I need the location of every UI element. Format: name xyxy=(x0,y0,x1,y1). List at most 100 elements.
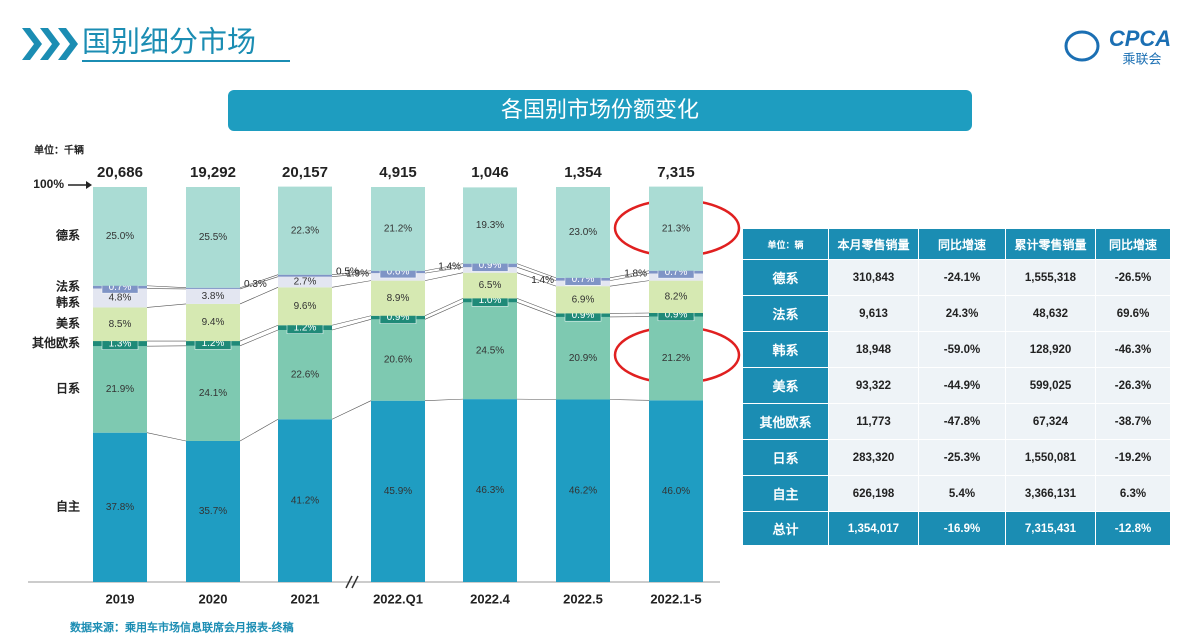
connector xyxy=(516,263,557,279)
value-label: 24.1% xyxy=(199,388,227,399)
series-label: 德系 xyxy=(56,228,80,243)
value-label: 23.0% xyxy=(569,227,597,238)
bar-segment xyxy=(278,276,332,288)
value-label: 25.0% xyxy=(106,231,134,242)
table-cell: 美系 xyxy=(743,368,828,403)
table-row: 日系 283,320 -25.3% 1,550,081 -19.2% xyxy=(743,440,1170,475)
table-cell: 9,613 xyxy=(829,296,918,331)
table-cell: 韩系 xyxy=(743,332,828,367)
value-label: 8.2% xyxy=(665,291,688,302)
logo-subtext: 乘联会 xyxy=(1122,51,1161,66)
total-label: 19,292 xyxy=(190,164,236,181)
bar-segment xyxy=(93,307,147,342)
value-label: 1.8% xyxy=(624,269,647,280)
value-label: 21.3% xyxy=(662,223,690,234)
table-cell: 德系 xyxy=(743,260,828,295)
table-cell: 同比增速 xyxy=(919,229,1005,259)
bar-segment xyxy=(371,280,425,316)
connector xyxy=(424,266,464,274)
bar-segment xyxy=(463,272,517,299)
table-cell: 5.4% xyxy=(919,476,1005,511)
value-label: 20.9% xyxy=(569,353,597,364)
total-label: 20,686 xyxy=(97,164,143,181)
table-cell: 7,315,431 xyxy=(1006,512,1095,545)
table-cell: 67,324 xyxy=(1006,404,1095,439)
table-cell: 93,322 xyxy=(829,368,918,403)
value-label: 22.3% xyxy=(291,225,319,236)
x-tick-label: 2021 xyxy=(291,591,320,606)
value-label: 25.5% xyxy=(199,232,227,243)
table-cell: 日系 xyxy=(743,440,828,475)
table-cell: 1,555,318 xyxy=(1006,260,1095,295)
value-label: 0.7% xyxy=(109,282,132,293)
banner-text: 各国别市场份额变化 xyxy=(501,97,699,122)
connector xyxy=(146,303,187,308)
bar-segment xyxy=(556,316,610,400)
value-label: 19.3% xyxy=(476,220,504,231)
value-label: 9.6% xyxy=(294,301,317,312)
value-label: 1.3% xyxy=(109,338,132,349)
bar-segment xyxy=(186,187,240,288)
bar-segment xyxy=(649,400,703,582)
bar-segment xyxy=(186,287,240,289)
table-cell: 310,843 xyxy=(829,260,918,295)
x-tick-label: 2022.Q1 xyxy=(373,591,423,606)
connector xyxy=(424,302,464,320)
bar-segment xyxy=(93,346,147,433)
bar-segment xyxy=(463,399,517,582)
table-row: 总计 1,354,017 -16.9% 7,315,431 -12.8% xyxy=(743,512,1170,545)
connector xyxy=(424,272,464,281)
bar-segment xyxy=(278,329,332,420)
value-label: 8.5% xyxy=(109,319,132,330)
bar-segment xyxy=(556,399,610,582)
source: 数据来源：乘用车市场信息联席会月报表-终稿 xyxy=(70,620,294,634)
bar-segment xyxy=(371,400,425,582)
connector xyxy=(146,285,187,289)
value-label: 46.3% xyxy=(476,485,504,496)
table-cell: 11,773 xyxy=(829,404,918,439)
table-cell: -26.3% xyxy=(1096,368,1170,403)
tick-arrowhead xyxy=(86,181,92,189)
total-label: 20,157 xyxy=(282,164,328,181)
table-row: 其他欧系 11,773 -47.8% 67,324 -38.7% xyxy=(743,404,1170,439)
connector xyxy=(239,324,279,342)
bar-segment xyxy=(186,440,240,582)
value-label: 0.9% xyxy=(572,310,595,321)
table-cell: 本月零售销量 xyxy=(829,229,918,259)
table-cell: 128,920 xyxy=(1006,332,1095,367)
bar-segment xyxy=(649,316,703,401)
table-cell: 6.3% xyxy=(1096,476,1170,511)
connector xyxy=(331,270,372,275)
connector xyxy=(609,399,650,401)
value-label: 2.7% xyxy=(294,277,317,288)
bar-segment xyxy=(93,187,147,286)
bar-segment xyxy=(186,303,240,342)
value-label: 41.2% xyxy=(291,495,319,506)
value-label: 24.5% xyxy=(476,345,504,356)
table-row: 自主 626,198 5.4% 3,366,131 6.3% xyxy=(743,476,1170,511)
unit-label: 单位：千辆 xyxy=(34,144,84,157)
value-label: 0.6% xyxy=(387,267,410,278)
table-cell: -46.3% xyxy=(1096,332,1170,367)
logo-text: CPCA xyxy=(1109,26,1171,51)
value-label: 1.2% xyxy=(202,338,225,349)
value-label: 37.8% xyxy=(106,502,134,513)
connector xyxy=(516,298,557,314)
connector xyxy=(331,315,372,326)
table-cell: 3,366,131 xyxy=(1006,476,1095,511)
table-cell: 单位：辆 xyxy=(743,229,828,259)
table-cell: 69.6% xyxy=(1096,296,1170,331)
table-cell: 283,320 xyxy=(829,440,918,475)
value-label: 0.9% xyxy=(479,260,502,271)
series-label: 自主 xyxy=(56,499,80,514)
table-cell: -59.0% xyxy=(919,332,1005,367)
banner xyxy=(228,90,972,131)
value-label: 46.2% xyxy=(569,485,597,496)
table-row: 法系 9,613 24.3% 48,632 69.6% xyxy=(743,296,1170,331)
value-label: 6.5% xyxy=(479,280,502,291)
table-cell: 24.3% xyxy=(919,296,1005,331)
total-label: 7,315 xyxy=(657,164,695,181)
table-cell: 48,632 xyxy=(1006,296,1095,331)
value-label: 9.4% xyxy=(202,317,225,328)
